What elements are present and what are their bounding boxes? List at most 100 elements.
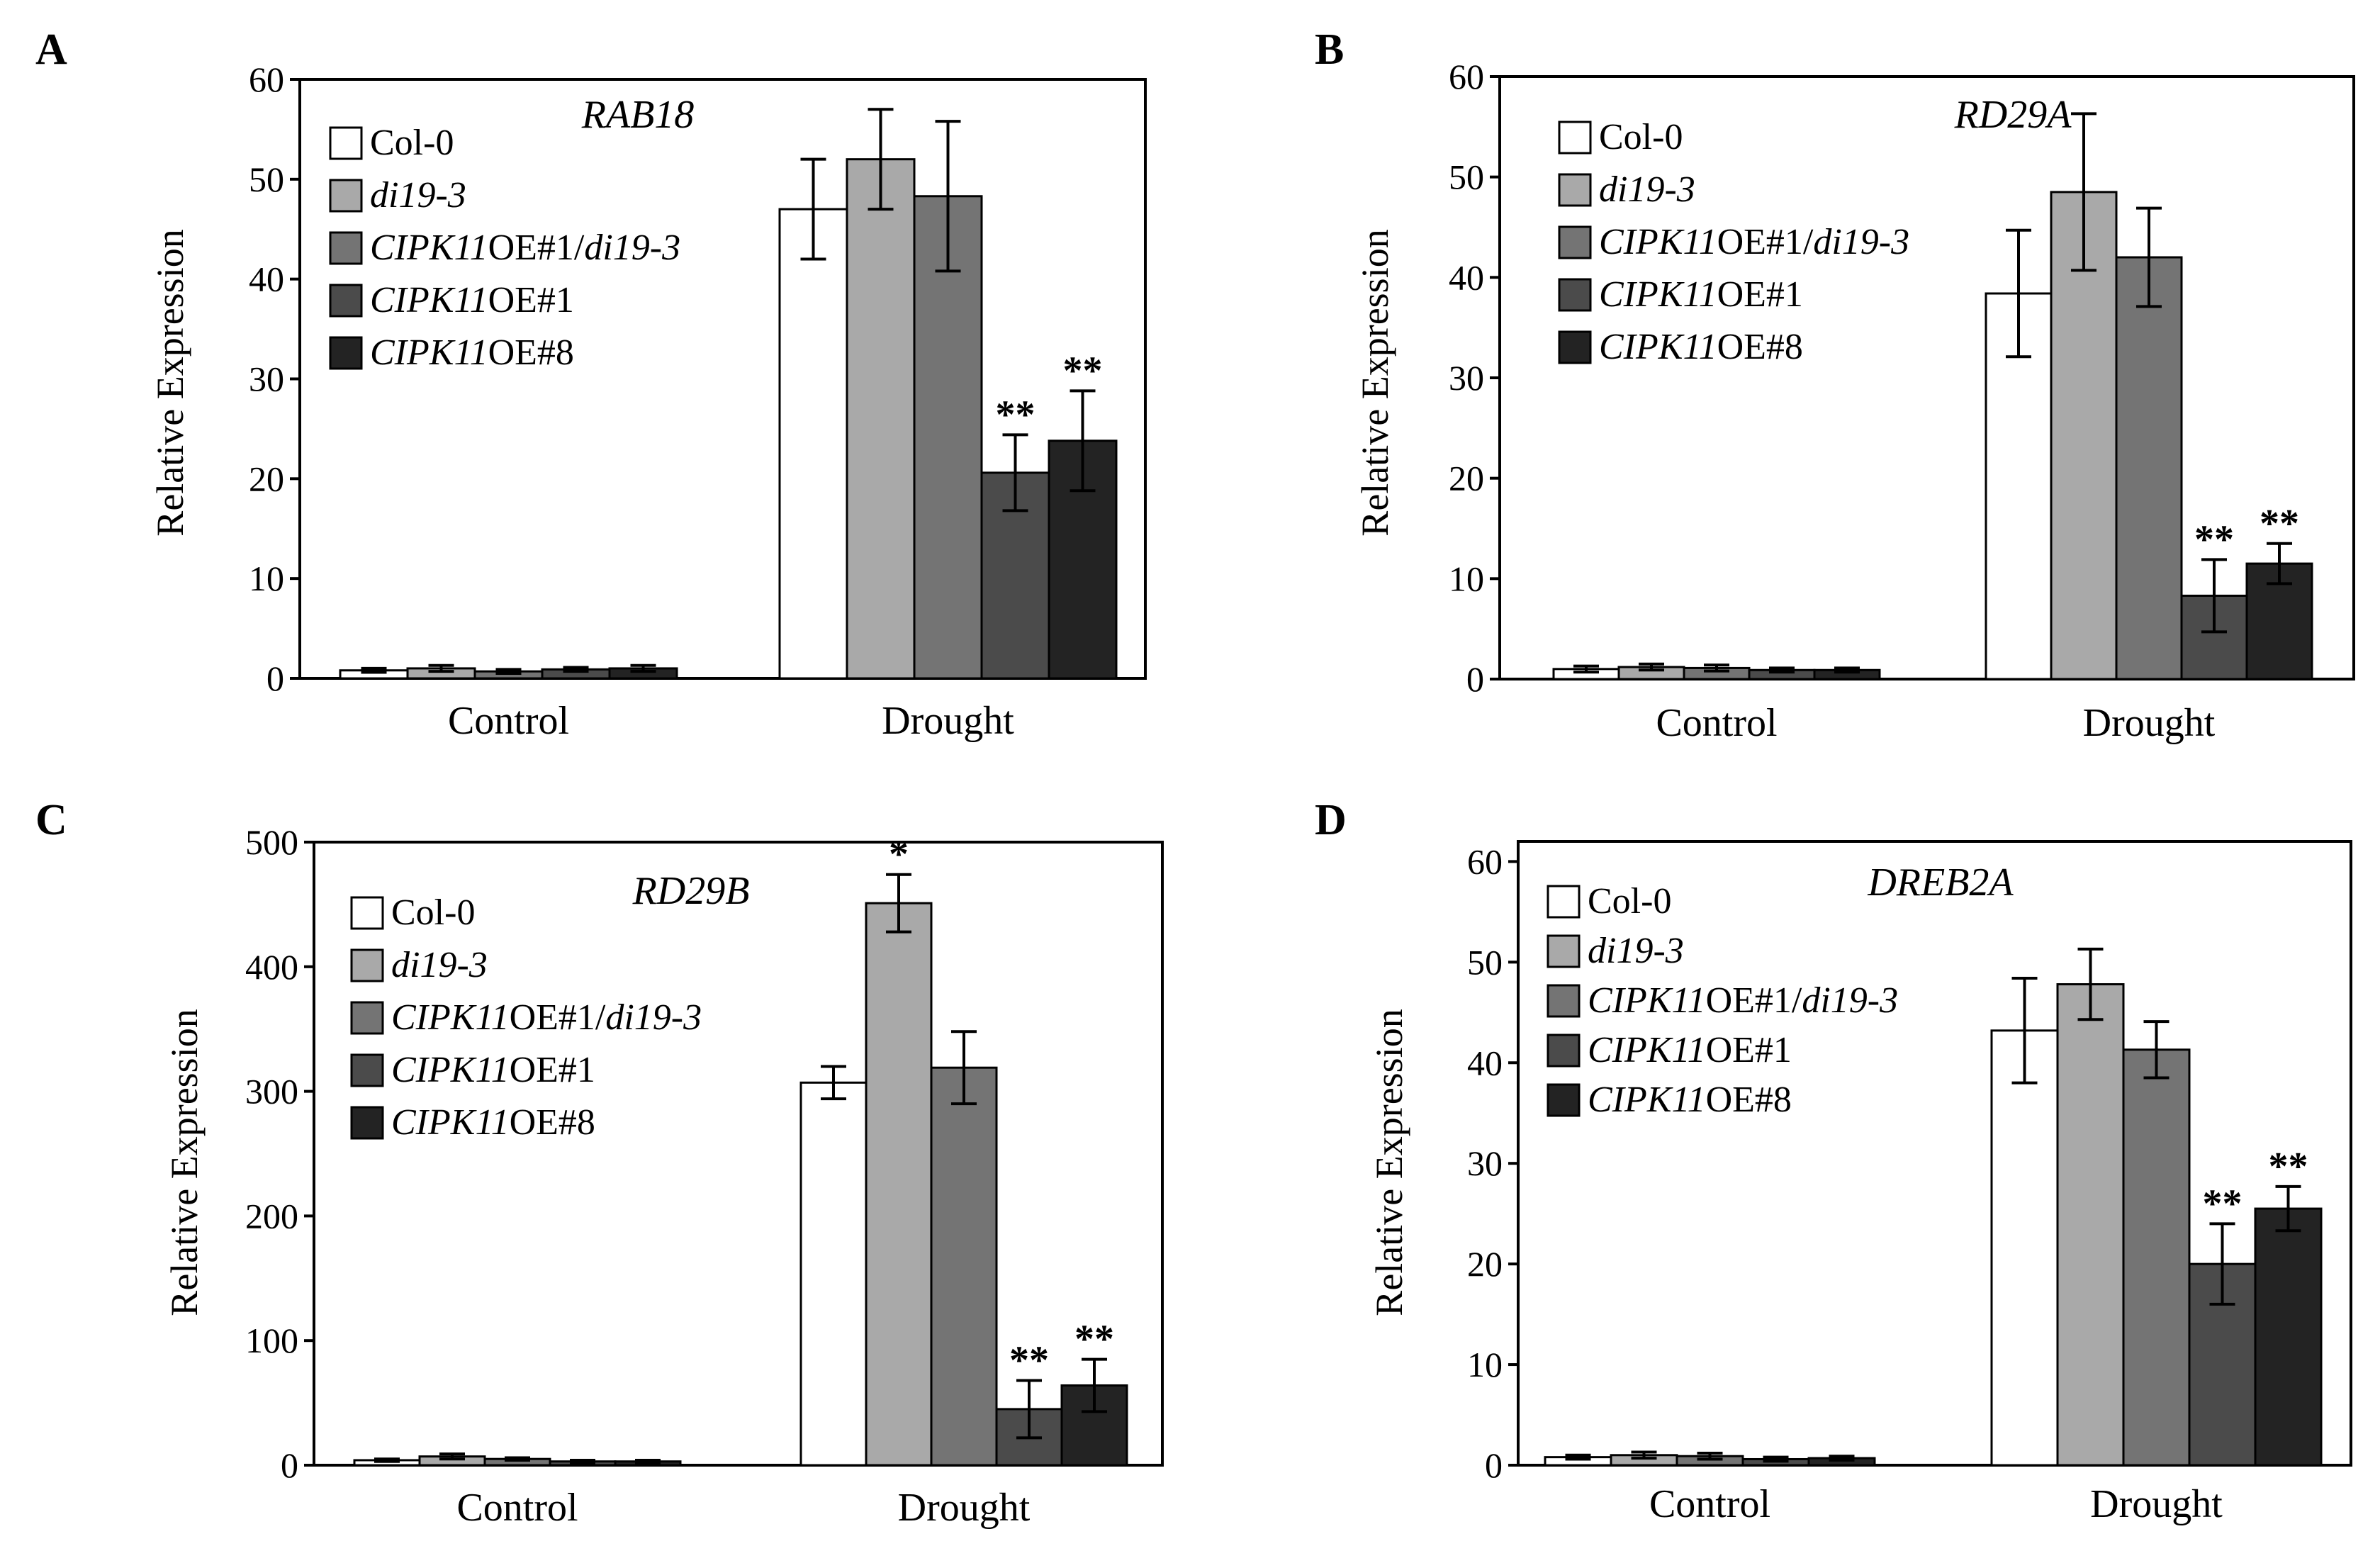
bar	[913, 195, 983, 680]
bar	[930, 1066, 998, 1467]
legend-swatch	[1558, 330, 1592, 364]
bar	[2122, 1048, 2191, 1467]
panel-letter: A	[35, 26, 67, 74]
bar	[2115, 256, 2183, 680]
y-tick-label: 500	[245, 822, 298, 862]
legend-label: CIPK11OE#1/di19-3	[1588, 980, 1898, 1021]
legend-label: CIPK11OE#8	[1588, 1080, 1792, 1120]
legend-label: CIPK11OE#1	[1599, 274, 1803, 315]
legend-label: Col-0	[391, 892, 475, 933]
x-category-label: Control	[456, 1486, 578, 1530]
legend-swatch	[350, 948, 384, 982]
y-tick-label: 0	[1466, 659, 1484, 699]
legend-swatch	[1547, 984, 1581, 1018]
x-category-label: Control	[1649, 1482, 1770, 1526]
bar	[846, 158, 916, 680]
bar	[778, 208, 848, 680]
legend-swatch	[1547, 1034, 1581, 1068]
chart-title: DREB2A	[1867, 861, 2014, 904]
y-tick-label: 30	[1449, 358, 1484, 398]
y-tick-label: 30	[249, 359, 284, 399]
legend-label: di19-3	[370, 175, 466, 215]
legend-label: CIPK11OE#1/di19-3	[391, 997, 702, 1038]
y-tick-label: 0	[266, 659, 284, 698]
legend-label: CIPK11OE#1/di19-3	[1599, 222, 1909, 262]
plot-frame	[1498, 75, 2355, 680]
legend-label: CIPK11OE#8	[370, 332, 574, 373]
y-tick-label: 10	[1449, 559, 1484, 598]
bar	[2050, 191, 2118, 680]
legend-swatch	[1558, 121, 1592, 155]
panel-a: A 0 10 20 30 40 50 60 Relative Expression RAB18 Co…	[35, 26, 1147, 743]
bar	[2254, 1207, 2323, 1467]
legend-swatch	[350, 1053, 384, 1087]
legend-swatch	[1558, 278, 1592, 312]
legend-swatch	[329, 126, 363, 160]
x-category-label: Control	[1656, 701, 1777, 745]
bar	[980, 471, 1050, 680]
y-tick-label: 20	[249, 459, 284, 498]
significance-mark: **	[996, 393, 1035, 437]
legend-swatch	[1547, 934, 1581, 968]
y-tick-label: 400	[245, 947, 298, 987]
legend-swatch	[329, 336, 363, 370]
y-tick-label: 20	[1467, 1244, 1503, 1284]
legend-label: CIPK11OE#8	[391, 1102, 595, 1143]
x-category-label: Drought	[882, 699, 1014, 743]
legend-swatch	[350, 1001, 384, 1035]
panel-c: C 0 100 200 300 400 500 Relative Expression RD29…	[35, 796, 1164, 1530]
legend-label: Col-0	[1599, 117, 1683, 157]
significance-mark: **	[2260, 502, 2299, 546]
legend-swatch	[1558, 173, 1592, 207]
chart-title: RD29B	[632, 869, 750, 913]
x-category-label: Drought	[2090, 1482, 2223, 1526]
y-tick-label: 300	[245, 1072, 298, 1111]
legend-swatch	[350, 1106, 384, 1140]
panel-b: B 0 10 20 30 40 50 60 Relative Expression RD29A Co…	[1315, 26, 2355, 745]
y-tick-label: 50	[1449, 157, 1484, 197]
y-tick-label: 50	[249, 159, 284, 199]
legend-swatch	[350, 896, 384, 930]
x-category-label: Drought	[898, 1486, 1031, 1530]
y-tick-label: 50	[1467, 942, 1503, 982]
legend-label: Col-0	[1588, 881, 1671, 922]
y-tick-label: 60	[249, 60, 284, 99]
panel-letter: C	[35, 796, 67, 844]
y-tick-label: 10	[1467, 1345, 1503, 1384]
legend-swatch	[1547, 1083, 1581, 1117]
legend-swatch	[1558, 225, 1592, 259]
significance-mark: **	[1063, 349, 1103, 393]
significance-mark: **	[1074, 1318, 1114, 1362]
y-axis-title: Relative Expression	[1354, 229, 1396, 536]
y-tick-label: 60	[1449, 57, 1484, 96]
significance-mark: **	[1009, 1338, 1049, 1382]
legend-label: CIPK11OE#1	[391, 1050, 595, 1090]
bar	[1990, 1029, 2059, 1467]
y-tick-label: 100	[245, 1321, 298, 1360]
panel-d: D 0 10 20 30 40 50 60 Relative Expression DREB2A C…	[1315, 796, 2352, 1526]
bar	[865, 902, 933, 1467]
chart-title: RAB18	[581, 93, 695, 137]
significance-mark: **	[2269, 1145, 2308, 1189]
panel-letter: D	[1315, 796, 1347, 844]
y-axis-title: Relative Expression	[163, 1009, 206, 1316]
y-tick-label: 60	[1467, 841, 1503, 881]
y-axis-title: Relative Expression	[1368, 1009, 1410, 1316]
y-axis-title: Relative Expression	[149, 229, 191, 536]
chart-title: RD29A	[1954, 93, 2072, 137]
y-tick-label: 40	[1467, 1043, 1503, 1082]
legend-label: di19-3	[391, 945, 488, 985]
significance-mark: *	[889, 833, 909, 877]
bar	[2056, 983, 2125, 1467]
legend-label: CIPK11OE#8	[1599, 327, 1803, 367]
x-category-label: Drought	[2083, 701, 2216, 745]
y-tick-label: 30	[1467, 1143, 1503, 1183]
x-category-label: Control	[448, 699, 569, 743]
y-tick-label: 40	[1449, 257, 1484, 297]
legend-label: CIPK11OE#1	[370, 280, 574, 320]
y-tick-label: 0	[1485, 1445, 1503, 1485]
legend-swatch	[329, 284, 363, 318]
legend-label: di19-3	[1588, 931, 1684, 971]
legend-swatch	[329, 179, 363, 213]
